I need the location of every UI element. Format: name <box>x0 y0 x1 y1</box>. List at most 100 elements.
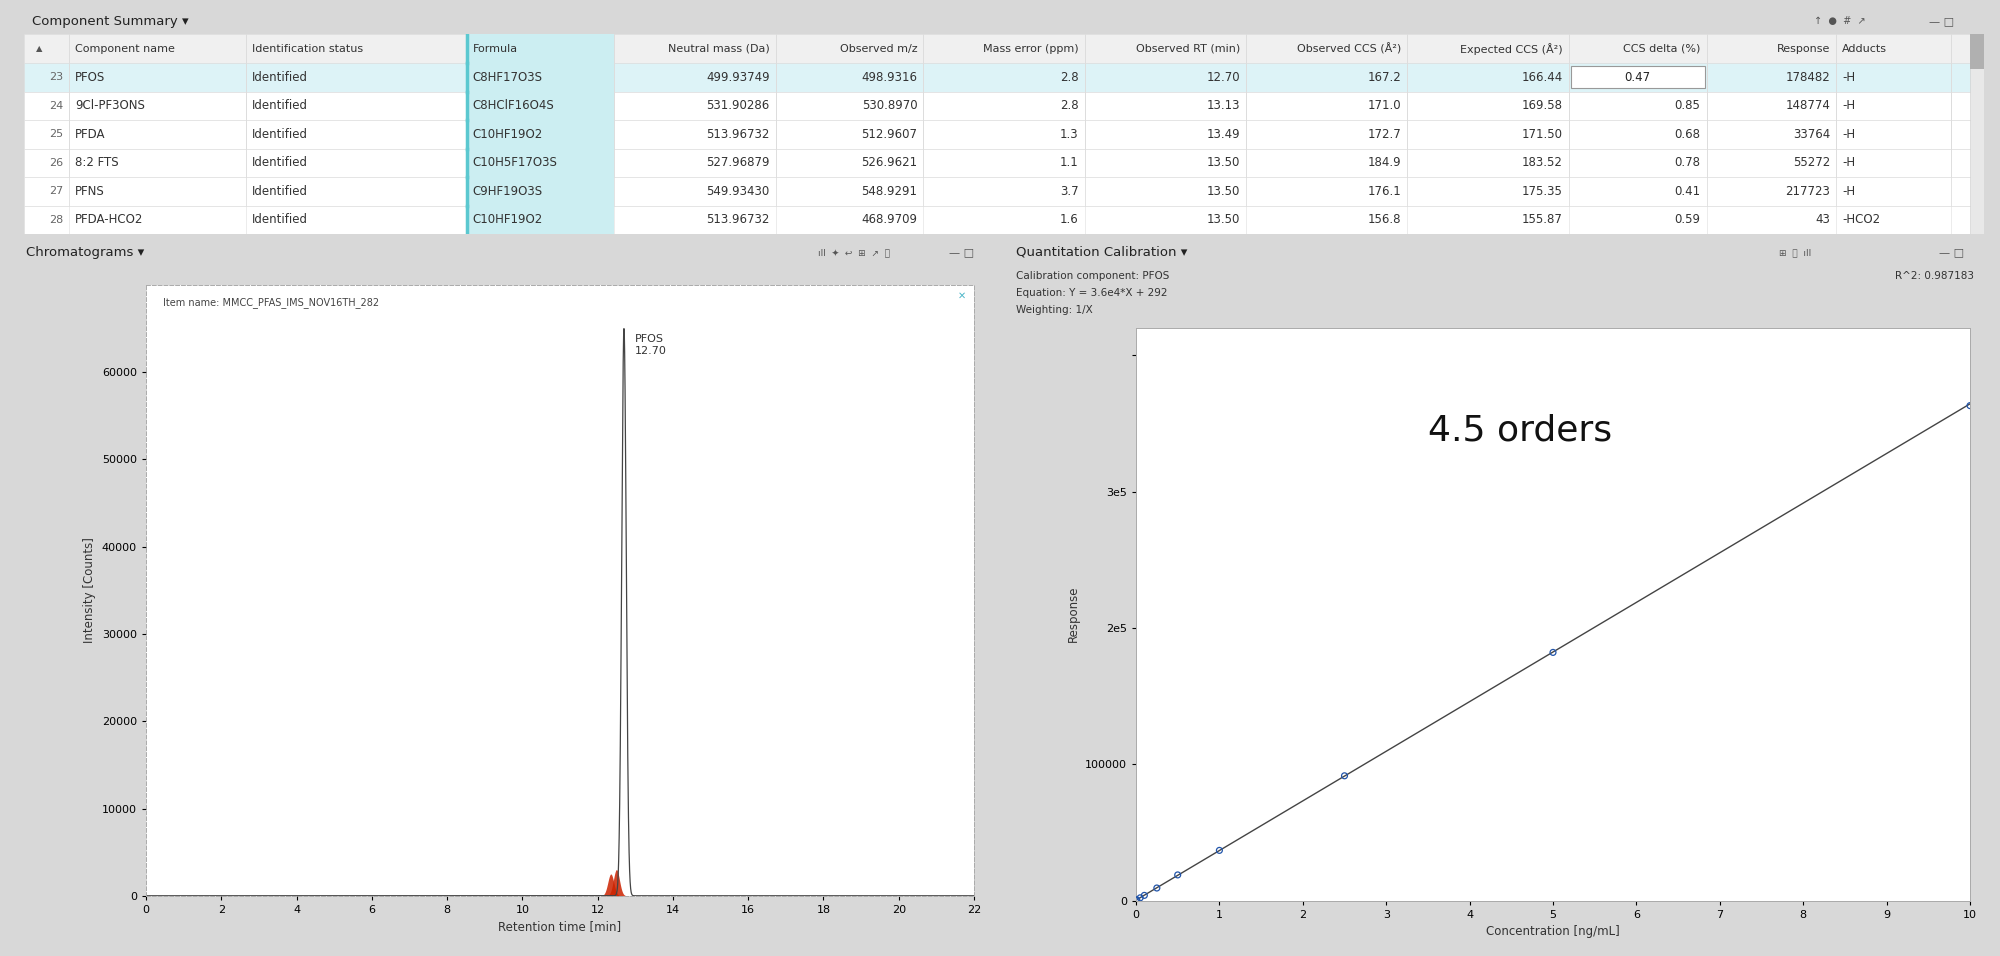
Text: ↑  ●  #  ↗: ↑ ● # ↗ <box>1814 16 1866 26</box>
Text: 26: 26 <box>50 158 64 168</box>
Text: 468.9709: 468.9709 <box>862 213 918 227</box>
Text: 549.93430: 549.93430 <box>706 185 770 198</box>
Text: Identified: Identified <box>252 128 308 141</box>
Text: R^2: 0.987183: R^2: 0.987183 <box>1896 272 1974 281</box>
Point <box>1124 890 1156 905</box>
Text: 8:2 FTS: 8:2 FTS <box>76 157 118 169</box>
Text: ▲: ▲ <box>36 44 42 54</box>
Text: 217723: 217723 <box>1786 185 1830 198</box>
Text: -H: -H <box>1842 99 1856 112</box>
Text: 166.44: 166.44 <box>1522 71 1562 84</box>
Text: 24: 24 <box>48 100 64 111</box>
Bar <box>466 177 614 206</box>
Text: PFDA-HCO2: PFDA-HCO2 <box>76 213 144 227</box>
Text: C8HF17O3S: C8HF17O3S <box>472 71 542 84</box>
Bar <box>466 63 614 92</box>
Bar <box>24 177 1976 206</box>
Text: — □: — □ <box>950 248 974 257</box>
Text: 172.7: 172.7 <box>1368 128 1402 141</box>
Text: 0.47: 0.47 <box>1624 71 1650 84</box>
Text: Response: Response <box>1778 44 1830 54</box>
Text: Observed m/z: Observed m/z <box>840 44 918 54</box>
Y-axis label: Response: Response <box>1066 586 1080 642</box>
Text: 530.8970: 530.8970 <box>862 99 918 112</box>
Bar <box>24 92 1976 120</box>
Text: Identified: Identified <box>252 99 308 112</box>
Text: 13.49: 13.49 <box>1206 128 1240 141</box>
Text: Identified: Identified <box>252 185 308 198</box>
Text: 169.58: 169.58 <box>1522 99 1562 112</box>
Text: 175.35: 175.35 <box>1522 185 1562 198</box>
Text: 23: 23 <box>50 73 64 82</box>
Text: 184.9: 184.9 <box>1368 157 1402 169</box>
Bar <box>466 148 614 177</box>
Text: 13.50: 13.50 <box>1206 157 1240 169</box>
Text: Chromatograms ▾: Chromatograms ▾ <box>26 246 144 259</box>
Text: 1.1: 1.1 <box>1060 157 1078 169</box>
Text: C9HF19O3S: C9HF19O3S <box>472 185 542 198</box>
Bar <box>1970 34 1984 234</box>
Text: -H: -H <box>1842 185 1856 198</box>
Text: 171.50: 171.50 <box>1522 128 1562 141</box>
Text: 183.52: 183.52 <box>1522 157 1562 169</box>
Text: -H: -H <box>1842 157 1856 169</box>
Text: 0.68: 0.68 <box>1674 128 1700 141</box>
Bar <box>466 34 614 63</box>
Bar <box>466 206 614 234</box>
Text: 9Cl-PF3ONS: 9Cl-PF3ONS <box>76 99 144 112</box>
Text: Item name: MMCC_PFAS_IMS_NOV16TH_282: Item name: MMCC_PFAS_IMS_NOV16TH_282 <box>162 297 378 308</box>
Text: — □: — □ <box>1940 248 1964 257</box>
FancyBboxPatch shape <box>1570 66 1704 88</box>
Text: 0.85: 0.85 <box>1674 99 1700 112</box>
Text: 512.9607: 512.9607 <box>862 128 918 141</box>
Text: -H: -H <box>1842 128 1856 141</box>
Text: 1.6: 1.6 <box>1060 213 1078 227</box>
Text: C10HF19O2: C10HF19O2 <box>472 128 542 141</box>
Point <box>1128 888 1160 903</box>
Bar <box>466 120 614 148</box>
Text: Observed RT (min): Observed RT (min) <box>1136 44 1240 54</box>
Text: ⊞  ⤢  ıll: ⊞ ⤢ ıll <box>1778 248 1810 257</box>
Text: C10H5F17O3S: C10H5F17O3S <box>472 157 558 169</box>
Text: 526.9621: 526.9621 <box>862 157 918 169</box>
Bar <box>1970 34 1984 69</box>
Bar <box>24 148 1976 177</box>
Text: 0.41: 0.41 <box>1674 185 1700 198</box>
Point <box>1120 892 1152 907</box>
Text: 176.1: 176.1 <box>1368 185 1402 198</box>
Text: PFOS
12.70: PFOS 12.70 <box>636 335 668 356</box>
Text: Expected CCS (Å²): Expected CCS (Å²) <box>1460 43 1562 54</box>
Point <box>1954 398 1986 413</box>
Point <box>1328 769 1360 784</box>
Point <box>1538 644 1570 660</box>
Text: 0.47: 0.47 <box>1674 71 1700 84</box>
Text: 498.9316: 498.9316 <box>862 71 918 84</box>
Bar <box>24 63 1976 92</box>
Text: Component Summary ▾: Component Summary ▾ <box>32 14 188 28</box>
Text: 513.96732: 513.96732 <box>706 213 770 227</box>
Text: Observed CCS (Å²): Observed CCS (Å²) <box>1298 43 1402 54</box>
Text: 1.3: 1.3 <box>1060 128 1078 141</box>
Text: 531.90286: 531.90286 <box>706 99 770 112</box>
Bar <box>24 34 1976 63</box>
Text: Mass error (ppm): Mass error (ppm) <box>984 44 1078 54</box>
Text: 155.87: 155.87 <box>1522 213 1562 227</box>
Text: 499.93749: 499.93749 <box>706 71 770 84</box>
Text: Weighting: 1/X: Weighting: 1/X <box>1016 305 1092 315</box>
Text: Identified: Identified <box>252 213 308 227</box>
Text: 25: 25 <box>50 129 64 140</box>
Text: C8HClF16O4S: C8HClF16O4S <box>472 99 554 112</box>
Text: ✕: ✕ <box>958 291 966 301</box>
Text: 178482: 178482 <box>1786 71 1830 84</box>
Text: 13.50: 13.50 <box>1206 213 1240 227</box>
Text: PFOS: PFOS <box>76 71 106 84</box>
Bar <box>24 120 1976 148</box>
Point <box>1140 880 1172 896</box>
Text: 13.13: 13.13 <box>1206 99 1240 112</box>
Text: Adducts: Adducts <box>1842 44 1888 54</box>
Text: Identification status: Identification status <box>252 44 364 54</box>
Text: PFDA: PFDA <box>76 128 106 141</box>
Text: 13.50: 13.50 <box>1206 185 1240 198</box>
Text: 148774: 148774 <box>1786 99 1830 112</box>
Bar <box>466 92 614 120</box>
